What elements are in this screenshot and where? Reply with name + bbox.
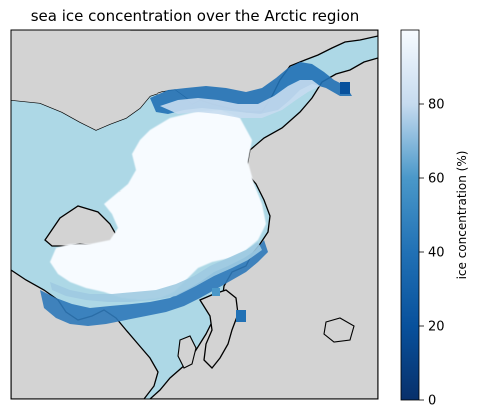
land-scandinavia	[199, 289, 239, 369]
land-canada-west	[11, 30, 200, 130]
land-iceland	[323, 317, 355, 343]
colorbar-ticks: 0 20 40 60 80	[419, 98, 445, 409]
map-panel	[11, 30, 378, 399]
colorbar-tick-label: 60	[428, 172, 445, 187]
colorbar: 0 20 40 60 80 ice concentration (%)	[400, 29, 469, 409]
pack-ice-central	[50, 110, 266, 300]
ice-edge-inner	[50, 242, 262, 302]
colorbar-label: ice concentration (%)	[455, 151, 469, 280]
colorbar-tick-label: 80	[428, 98, 445, 113]
map-border	[10, 29, 379, 400]
colorbar-tick-label: 20	[428, 320, 445, 335]
ice-patch-barents	[236, 310, 246, 322]
chart-title: sea ice concentration over the Arctic re…	[30, 7, 360, 25]
ice-edge-pacific-inner	[160, 80, 320, 118]
colorbar-tick-label: 0	[428, 394, 436, 409]
ice-patch-svalbard	[212, 288, 220, 296]
ice-patch-east	[340, 82, 350, 94]
colorbar-gradient	[400, 29, 420, 401]
ice-edge-atlantic	[40, 240, 268, 326]
colorbar-tick-label: 40	[428, 246, 445, 261]
land-britain	[177, 335, 197, 369]
